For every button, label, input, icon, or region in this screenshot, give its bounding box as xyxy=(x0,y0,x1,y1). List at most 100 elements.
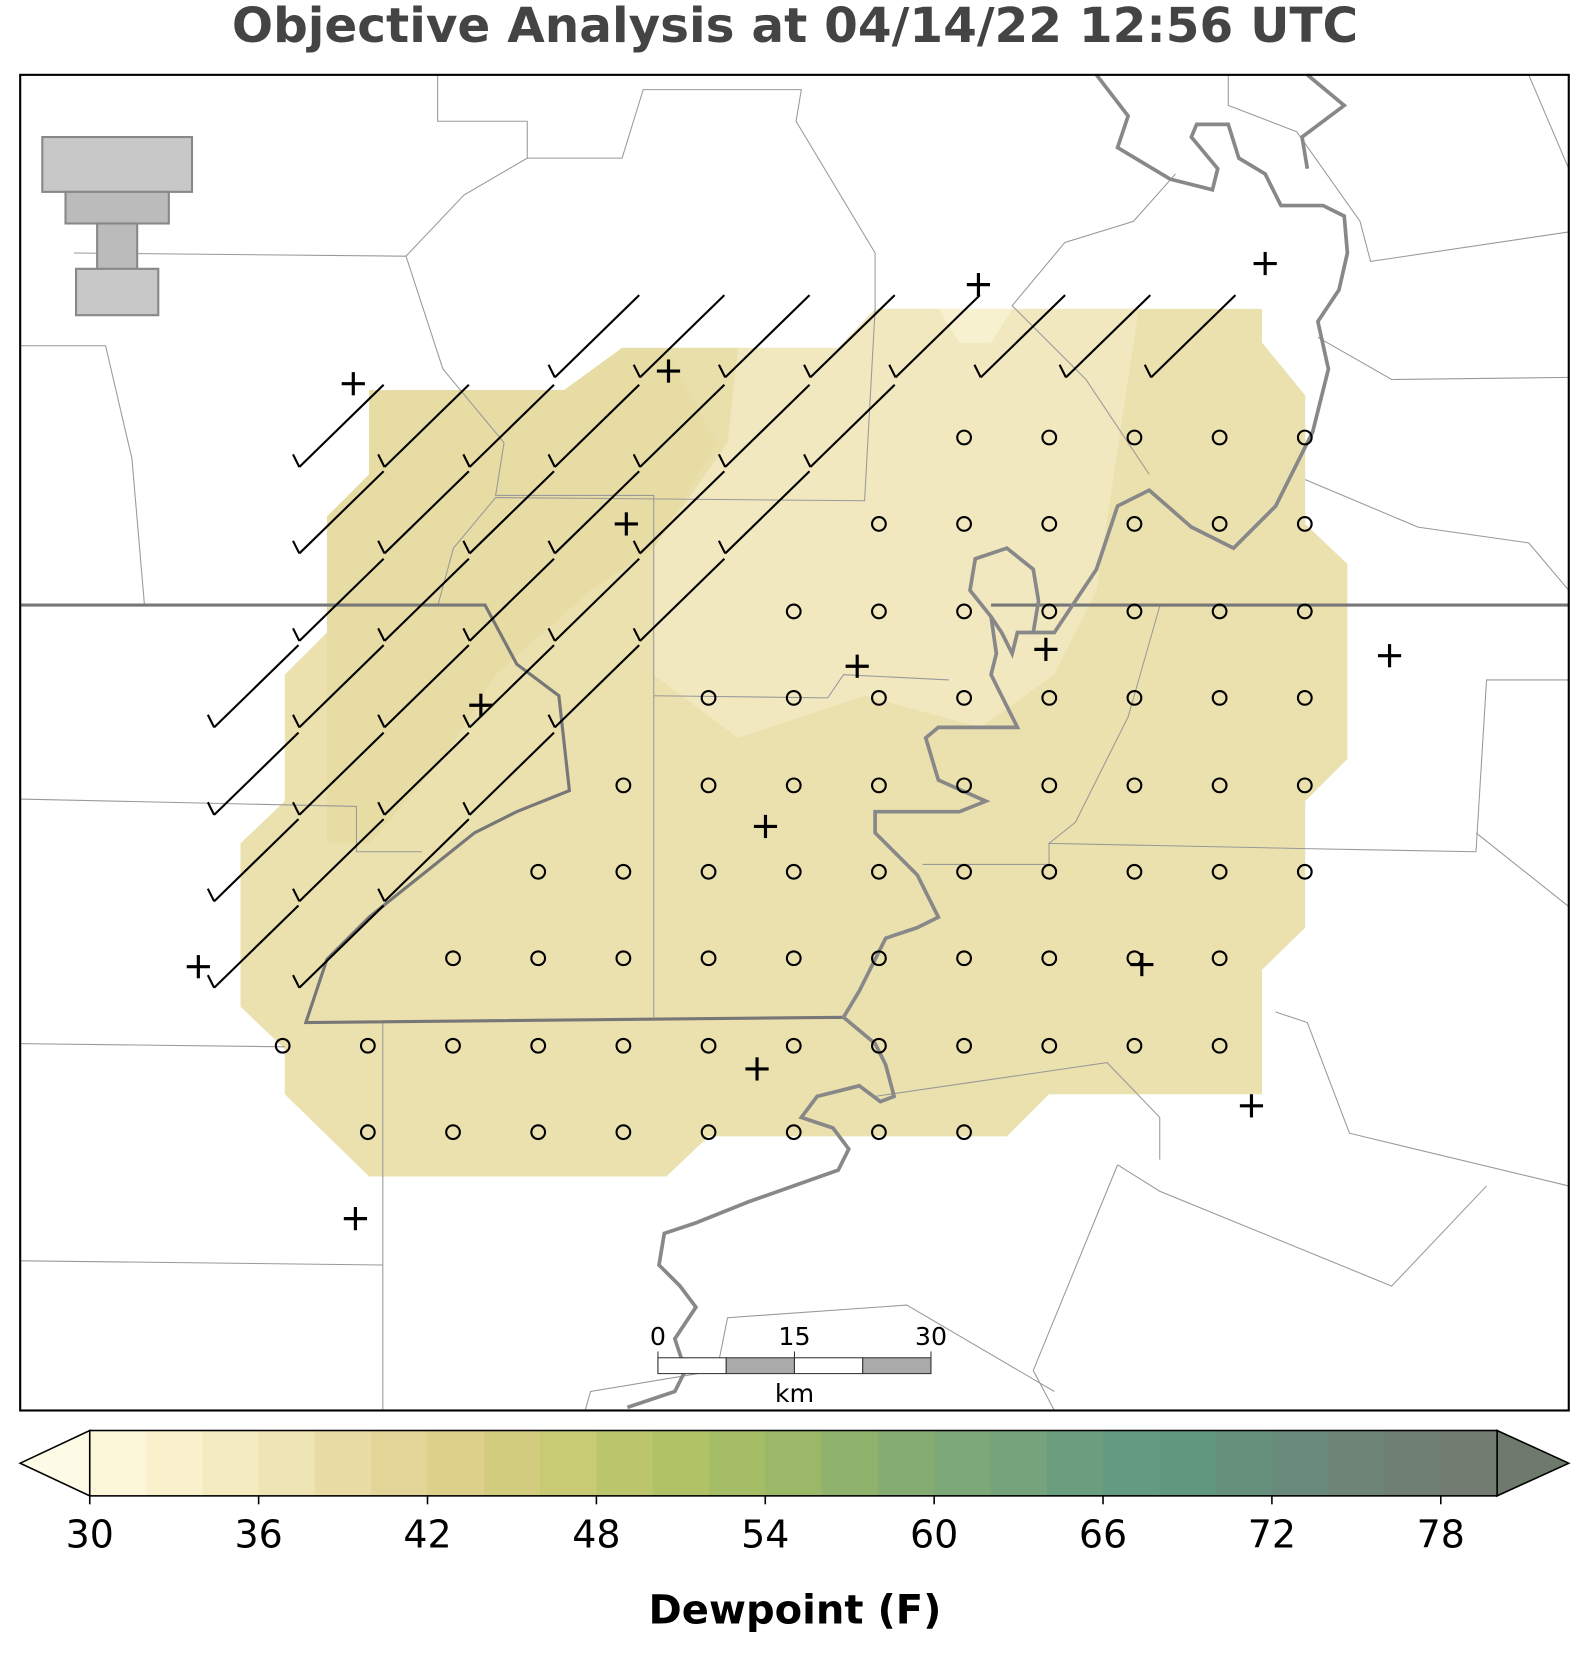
county-line xyxy=(437,74,876,309)
calm-wind xyxy=(956,863,972,880)
calm-wind xyxy=(785,777,802,794)
calm-wind xyxy=(871,689,887,706)
colorbar-tick-label: 36 xyxy=(234,1513,282,1557)
calm-wind xyxy=(871,516,887,532)
calm-wind xyxy=(956,950,972,967)
county-line xyxy=(1011,173,1176,475)
map-frame xyxy=(19,73,1570,1412)
calm-wind xyxy=(1296,429,1313,446)
wind-barb xyxy=(213,904,300,989)
colorbar-bin xyxy=(540,1430,597,1496)
wind-barb-tick xyxy=(547,364,556,378)
calm-wind xyxy=(700,777,717,794)
wind-barb xyxy=(468,644,555,729)
calm-wind xyxy=(785,689,802,706)
colorbar-bin xyxy=(596,1430,654,1496)
colorbar-bin xyxy=(202,1430,260,1496)
calm-wind xyxy=(871,863,887,880)
scale-segment xyxy=(725,1357,795,1375)
colorbar-bin xyxy=(765,1430,823,1496)
wind-barb-tick xyxy=(547,627,556,642)
county-line xyxy=(1047,606,1569,853)
wind-barb-tick xyxy=(377,888,386,902)
calm-wind xyxy=(445,1037,461,1054)
colorbar-tick-label: 72 xyxy=(1248,1513,1296,1557)
calm-wind xyxy=(359,1037,376,1054)
colorbar-tick-label: 78 xyxy=(1417,1513,1465,1557)
calm-wind xyxy=(274,1037,291,1054)
calm-wind xyxy=(615,777,632,794)
wind-barb xyxy=(383,644,470,729)
wind-barb-tick xyxy=(462,714,471,728)
calm-wind xyxy=(615,863,632,880)
county-line xyxy=(1117,1164,1487,1287)
county-line xyxy=(20,1043,285,1048)
calm-wind xyxy=(956,689,972,706)
colorbar-bin xyxy=(371,1430,429,1496)
wind-barb-tick xyxy=(206,714,216,728)
colorbar-tick-label: 48 xyxy=(572,1513,620,1557)
wind-barb xyxy=(1150,294,1237,379)
calm-wind xyxy=(785,603,802,620)
wind-barb xyxy=(383,470,470,555)
wind-barb xyxy=(468,384,555,468)
calm-wind xyxy=(445,1124,461,1141)
colorbar-bin xyxy=(1215,1430,1273,1496)
wind-barb-tick xyxy=(547,540,556,554)
wind-barb xyxy=(639,384,726,468)
county-line xyxy=(1032,1164,1119,1411)
county-line xyxy=(584,1304,1055,1411)
calm-wind xyxy=(785,1124,802,1141)
calm-wind xyxy=(1211,429,1228,446)
calm-wind xyxy=(956,1037,972,1054)
calm-wind xyxy=(1126,777,1143,794)
wind-barb-tick xyxy=(292,888,301,902)
colorbar-bin xyxy=(314,1430,372,1496)
calm-wind xyxy=(1296,603,1313,620)
wind-barb xyxy=(1065,294,1151,379)
calm-wind xyxy=(359,1124,376,1141)
calm-wind xyxy=(700,1124,717,1141)
colorbar-tick-label: 30 xyxy=(66,1513,114,1557)
wind-barb xyxy=(213,731,300,816)
county-line xyxy=(1275,1011,1569,1187)
wind-barb xyxy=(383,557,470,642)
county-line xyxy=(1227,74,1569,263)
colorbar-bin xyxy=(146,1430,203,1496)
wind-barb xyxy=(554,644,640,729)
calm-wind xyxy=(1211,863,1228,880)
calm-wind xyxy=(1041,516,1058,532)
calm-wind xyxy=(1296,516,1313,532)
wind-barb xyxy=(809,384,896,468)
dewpoint-dark-area xyxy=(326,347,739,844)
wind-barb-tick xyxy=(1058,364,1067,378)
calm-wind xyxy=(956,516,972,532)
calm-wind xyxy=(700,950,717,967)
wind-barb xyxy=(554,470,640,555)
calm-wind xyxy=(1126,689,1143,706)
wind-barb-tick xyxy=(717,453,727,468)
colorbar-bin xyxy=(877,1430,935,1496)
calm-wind xyxy=(785,863,802,880)
calm-wind xyxy=(445,950,461,967)
calm-wind xyxy=(1211,950,1228,967)
wind-barb-tick xyxy=(292,974,301,989)
colorbar-bin xyxy=(1271,1430,1329,1496)
colorbar-bin xyxy=(427,1430,485,1496)
wind-barb-tick xyxy=(292,801,301,816)
logo-base xyxy=(74,267,160,317)
wind-barb xyxy=(383,818,470,903)
scale-segment xyxy=(862,1357,932,1375)
scale-label: 30 xyxy=(915,1322,947,1351)
wind-barb-tick xyxy=(377,453,386,468)
wind-barb xyxy=(213,818,300,903)
calm-wind xyxy=(1126,429,1143,446)
county-line xyxy=(1475,832,1570,908)
wind-barb-tick xyxy=(462,801,471,816)
calm-wind xyxy=(1211,603,1228,620)
wind-barb xyxy=(383,384,470,468)
calm-wind xyxy=(956,429,972,446)
calm-wind xyxy=(1041,1037,1058,1054)
wind-barb xyxy=(298,904,385,989)
